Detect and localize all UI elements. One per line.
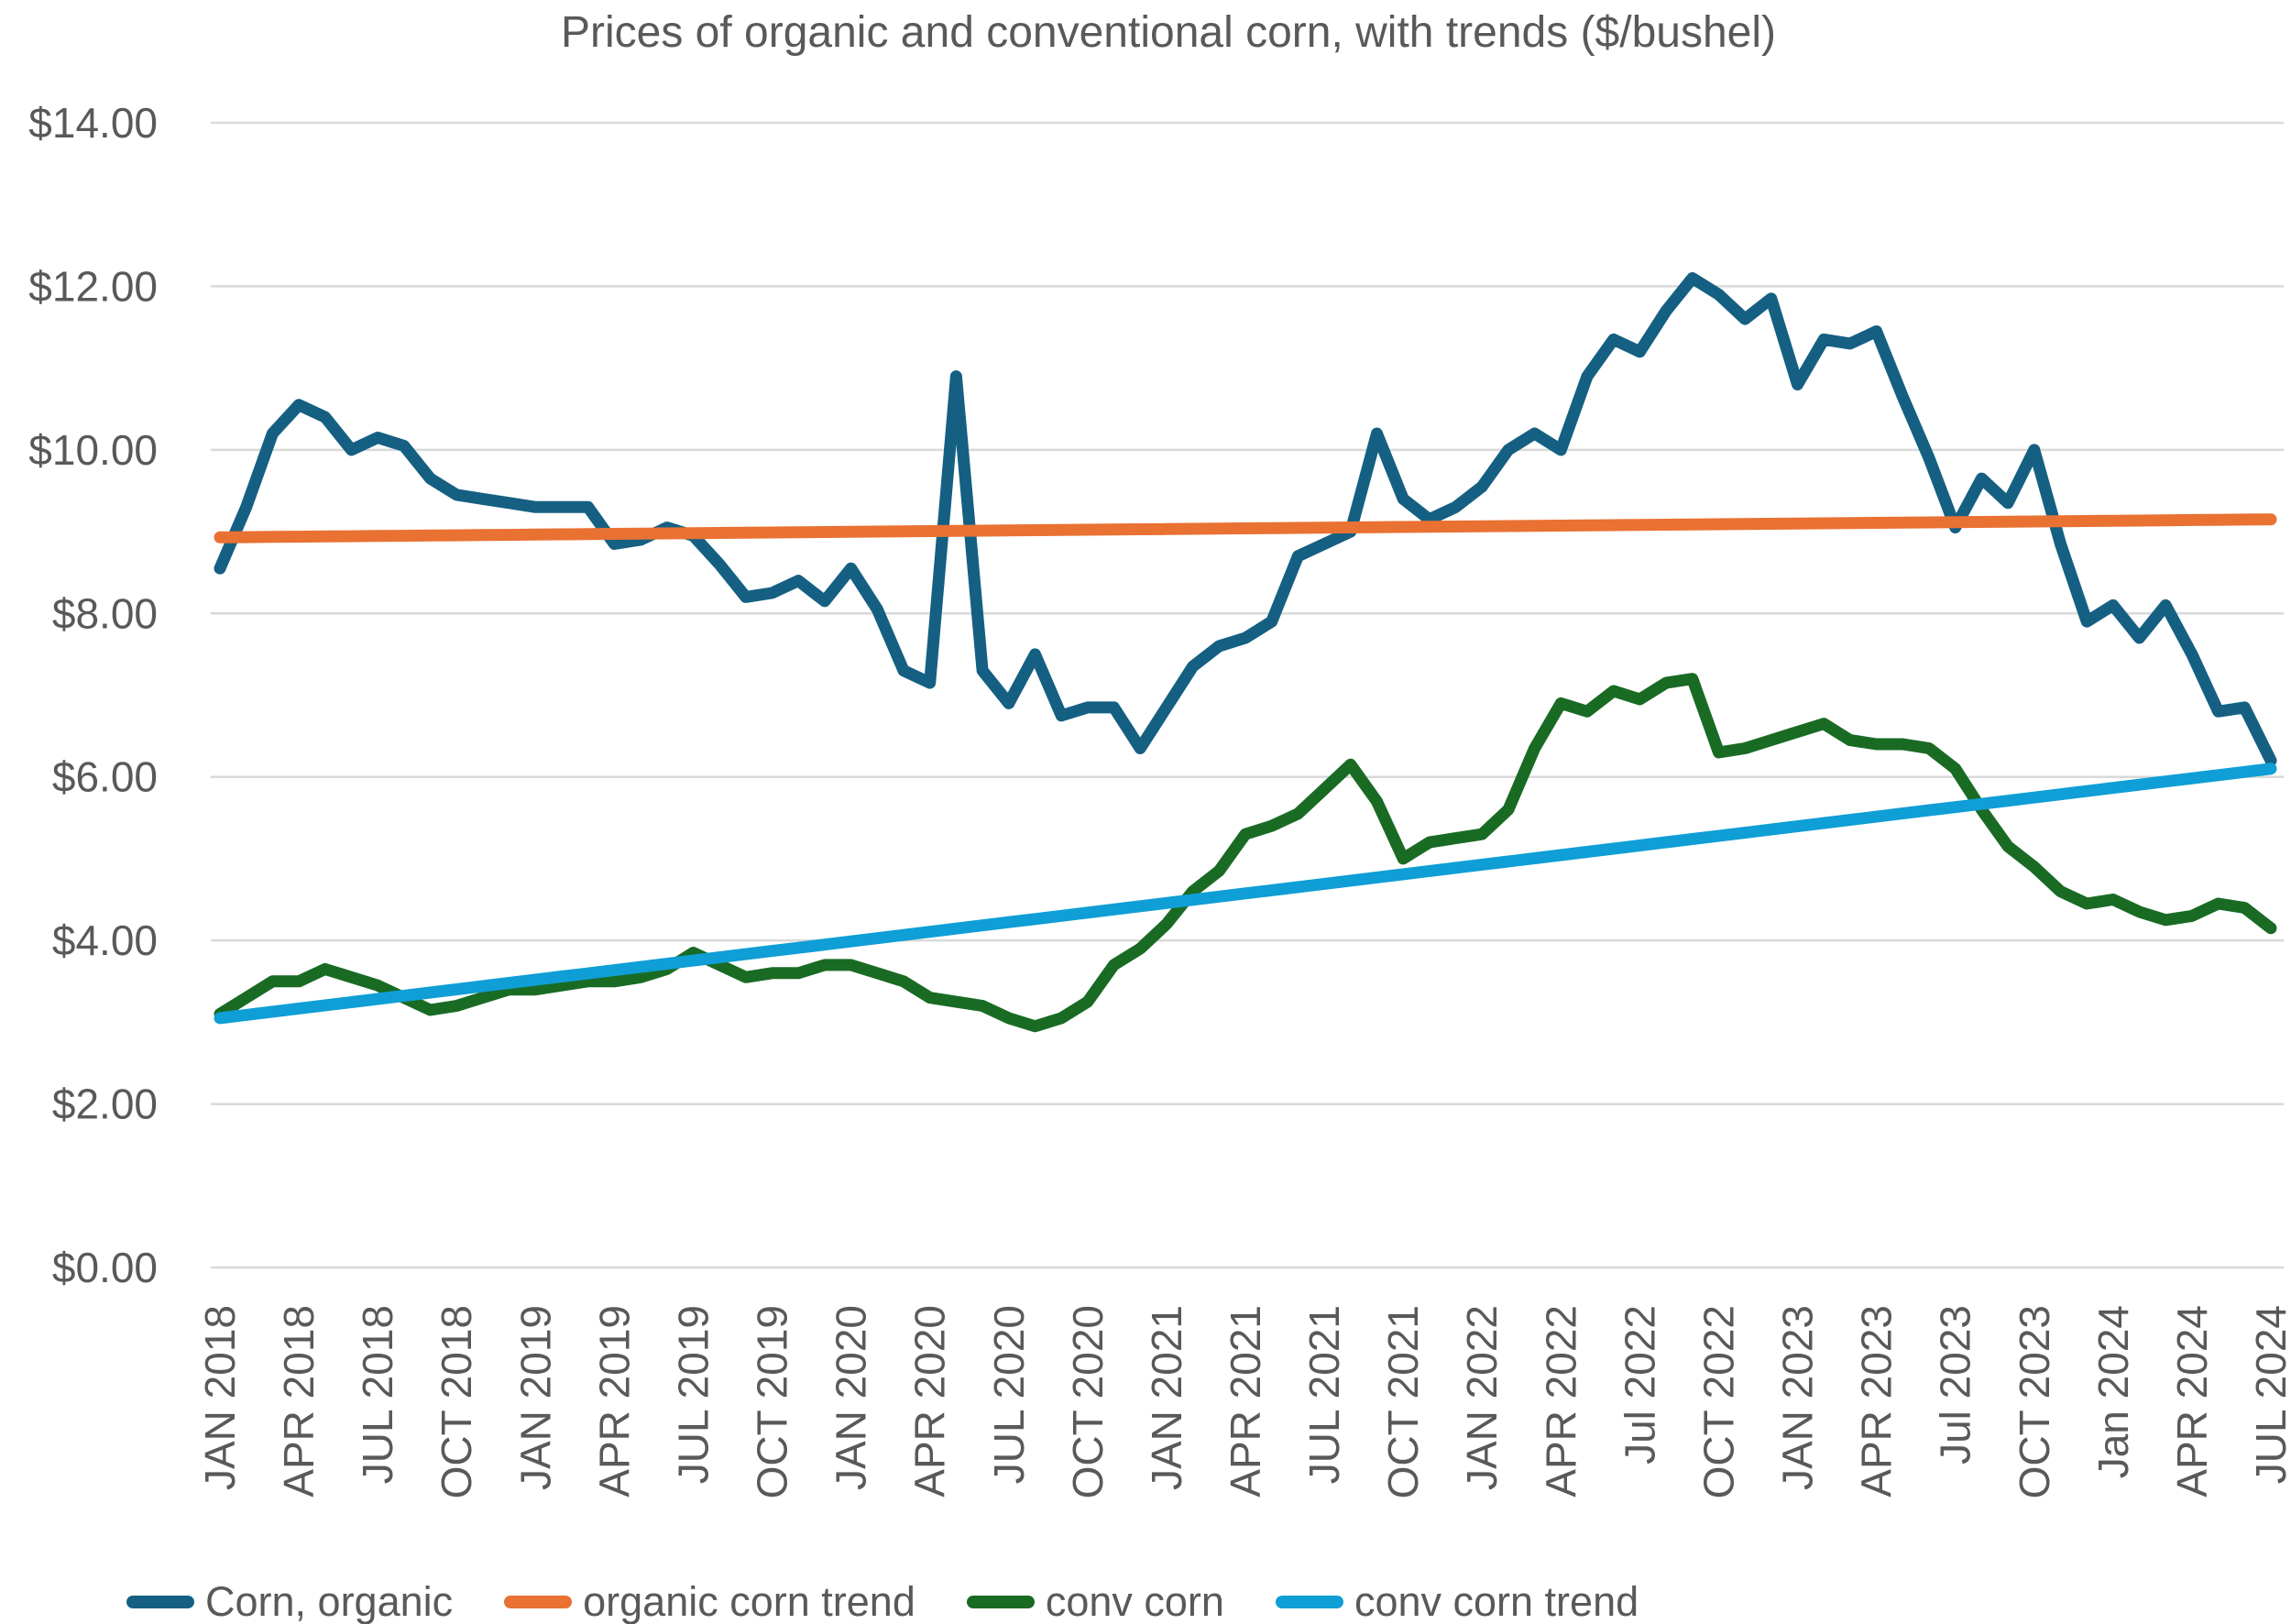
y-axis-tick-label: $2.00: [52, 1081, 158, 1128]
chart-title: Prices of organic and conventional corn,…: [560, 8, 1777, 57]
x-axis-tick-label: JUL 2021: [1300, 1305, 1348, 1484]
series-line-organic-corn-trend: [214, 513, 2277, 543]
x-axis-tick-label: JAN 2021: [1143, 1305, 1190, 1490]
y-axis-labels: $14.00 $12.00 $10.00 $8.00 $6.00 $4.00 $2.00 $0…: [28, 99, 158, 1291]
x-axis-tick-label: OCT 2019: [749, 1305, 796, 1498]
series-line-corn-organic: [214, 272, 2277, 767]
legend-item-corn-organic: Corn, organic: [126, 1578, 453, 1624]
x-axis-tick-label: JAN 2022: [1458, 1305, 1506, 1490]
y-axis-tick-label: $6.00: [52, 753, 158, 801]
x-axis-tick-label: JAN 2023: [1774, 1305, 1822, 1490]
legend-label: organic corn trend: [583, 1578, 915, 1624]
x-axis-tick-label: JAN 2020: [828, 1305, 875, 1490]
y-axis-tick-label: $8.00: [52, 589, 158, 637]
x-axis-tick-label: APR 2022: [1537, 1305, 1584, 1498]
legend-label: conv corn trend: [1354, 1578, 1639, 1624]
x-axis-tick-label: APR 2023: [1853, 1305, 1901, 1498]
x-axis-tick-label: Jul 2023: [1932, 1305, 1979, 1465]
x-axis-tick-label: JUL 2024: [2247, 1305, 2291, 1484]
series-line-conv-corn-trend: [214, 763, 2277, 1025]
x-axis-tick-label: OCT 2021: [1379, 1305, 1427, 1498]
legend-swatch: [504, 1596, 573, 1608]
x-axis-tick-label: JAN 2018: [196, 1305, 244, 1490]
y-axis-tick-label: $12.00: [28, 262, 158, 310]
series-lines: [214, 272, 2277, 1033]
x-axis-tick-label: APR 2020: [906, 1305, 954, 1498]
legend-label: conv corn: [1045, 1578, 1224, 1624]
series-line-conv-corn: [214, 673, 2277, 1033]
x-axis-tick-label: APR 2024: [2168, 1305, 2216, 1498]
x-axis-tick-label: OCT 2022: [1695, 1305, 1743, 1498]
x-axis-tick-label: OCT 2020: [1064, 1305, 1112, 1498]
x-axis-tick-label: JAN 2019: [511, 1305, 559, 1490]
x-axis-labels: JAN 2018 APR 2018 JUL 2018 OCT 2018 JAN 2019…: [196, 1305, 2291, 1498]
legend-item-organic-corn-trend: organic corn trend: [504, 1578, 915, 1624]
x-axis-tick-label: Jul 2022: [1616, 1305, 1663, 1465]
x-axis-tick-label: APR 2018: [275, 1305, 323, 1498]
x-axis-tick-label: JUL 2019: [670, 1305, 718, 1484]
y-axis-tick-label: $14.00: [28, 99, 158, 147]
legend-item-conv-corn-trend: conv corn trend: [1275, 1578, 1639, 1624]
x-axis-tick-label: JUL 2018: [354, 1305, 401, 1484]
legend-swatch: [966, 1596, 1035, 1608]
x-axis-tick-label: OCT 2018: [433, 1305, 480, 1498]
legend-swatch: [1275, 1596, 1343, 1608]
y-axis-tick-label: $10.00: [28, 426, 158, 474]
legend-swatch: [126, 1596, 194, 1608]
x-axis-tick-label: APR 2021: [1222, 1305, 1269, 1498]
y-axis-tick-label: $4.00: [52, 916, 158, 964]
gridlines: [211, 121, 2284, 1269]
x-axis-tick-label: JUL 2020: [985, 1305, 1033, 1484]
x-axis-tick-label: Jan 2024: [2089, 1305, 2137, 1478]
x-axis-tick-label: OCT 2023: [2011, 1305, 2058, 1498]
x-axis-tick-label: APR 2019: [590, 1305, 638, 1498]
legend: Corn, organic organic corn trend conv corn…: [126, 1578, 1639, 1624]
y-axis-tick-label: $0.00: [52, 1244, 158, 1291]
legend-item-conv-corn: conv corn: [966, 1578, 1224, 1624]
legend-label: Corn, organic: [205, 1578, 454, 1624]
